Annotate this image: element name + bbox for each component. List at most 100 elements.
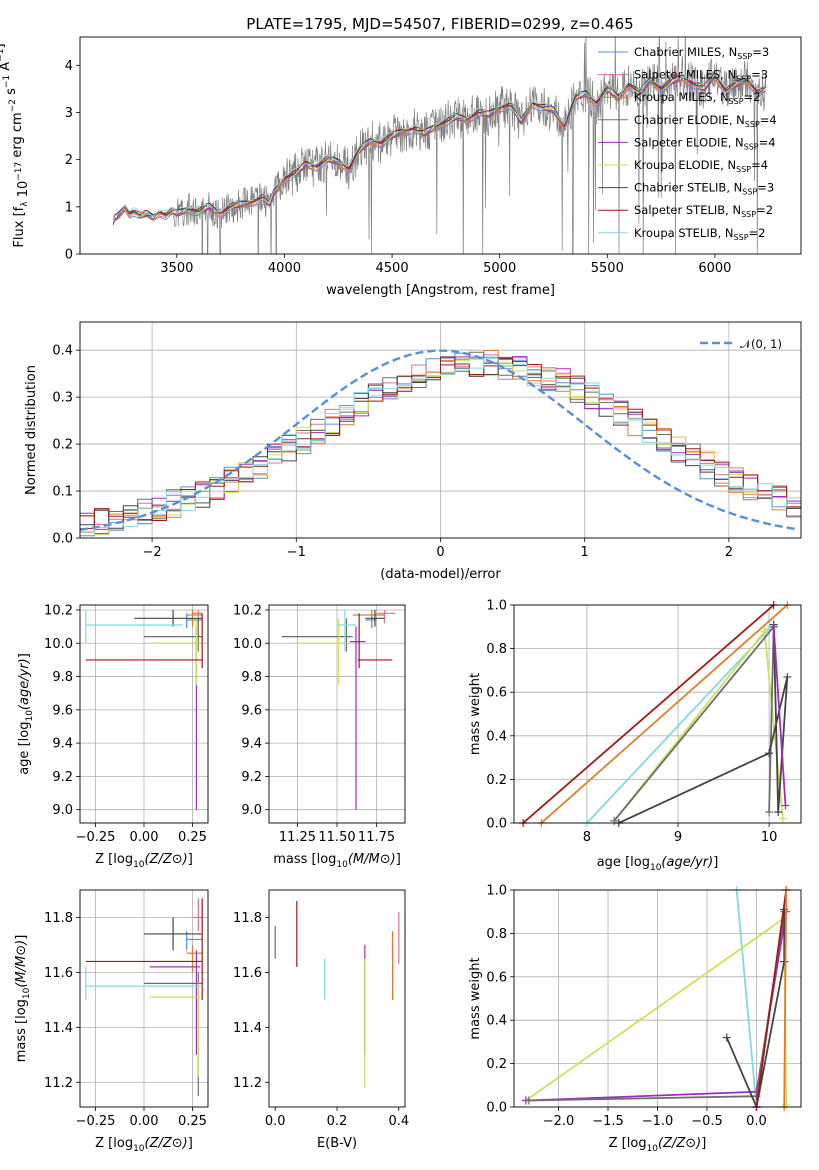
panel-mass-vs-Z: −0.25 0.00 0.25 11.2 11.4 11.6 11.8 Z [log10(Z/… — [14, 889, 209, 1154]
legend-label: Kroupa MILES, NSSP=2 — [634, 90, 760, 106]
x-tick-label: 0.00 — [130, 830, 159, 845]
panel-spectrum: 3500 4000 4500 5000 5500 6000 0 1 2 3 4 wavelength … — [0, 36, 802, 298]
y-axis-label: mass weight — [468, 957, 483, 1039]
weight-line-kroupa_stelib — [735, 890, 758, 1107]
axes-frame — [268, 889, 406, 1108]
y-tick-label: 0.0 — [486, 817, 507, 832]
x-axis-label: mass [log10(M/M⊙)] — [273, 852, 401, 870]
spectrum-model-salpeter_stelib — [112, 73, 766, 219]
weight-line-salpeter_elodie — [772, 626, 787, 806]
y-tick-label: 10.2 — [233, 603, 262, 618]
y-tick-label: 9.8 — [241, 670, 262, 685]
axes-frame — [79, 36, 802, 255]
legend-label: Kroupa STELIB, NSSP=2 — [634, 226, 765, 242]
y-tick-label: 11.4 — [44, 1021, 73, 1036]
y-tick-label: 0.8 — [486, 642, 507, 657]
weight-marker-chabrier_stelib — [722, 1033, 731, 1042]
weight-marker-chabrier_stelib — [780, 957, 789, 966]
weight-marker-chabrier_elodie — [524, 1096, 533, 1105]
x-tick-label: 10 — [761, 830, 778, 845]
weight-line-salpeter_stelib — [522, 605, 775, 823]
y-tick-label: 10.0 — [233, 637, 262, 652]
spectrum-model-kroupa_miles — [112, 77, 766, 224]
x-axis-label: Z [log10(Z/Z⊙)] — [609, 1136, 707, 1154]
weight-marker-chabrier_stelib — [783, 672, 792, 681]
legend-label: Salpeter ELODIE, NSSP=4 — [634, 135, 776, 151]
y-tick-label: 0.4 — [486, 1014, 507, 1029]
y-tick-label: 4 — [65, 59, 73, 74]
y-tick-label: 11.2 — [44, 1076, 73, 1091]
axes-frame — [79, 604, 209, 824]
x-tick-label: 0 — [436, 545, 444, 560]
y-tick-label: 9.0 — [241, 803, 262, 818]
y-tick-label: 9.6 — [52, 703, 73, 718]
panel-age-vs-mass: 11.25 11.50 11.75 9.0 9.2 9.4 9.6 9.8 10.0 10.2 ma… — [233, 603, 406, 870]
x-tick-label: 0.0 — [265, 1114, 286, 1129]
x-tick-label: −0.5 — [691, 1114, 723, 1129]
x-tick-label: 11.50 — [318, 830, 355, 845]
y-tick-label: 9.2 — [241, 770, 262, 785]
x-tick-label: 9 — [674, 830, 682, 845]
axes-frame — [513, 889, 802, 1108]
x-tick-label: 3500 — [160, 261, 193, 276]
y-tick-label: 9.2 — [52, 770, 73, 785]
y-tick-label: 0.8 — [486, 927, 507, 942]
y-tick-label: 0.6 — [486, 970, 507, 985]
y-tick-label: 0.2 — [486, 773, 507, 788]
y-axis-label: mass weight — [468, 673, 483, 755]
weight-marker-kroupa_elodie — [778, 814, 787, 823]
spectrum-model-salpeter_miles — [112, 78, 766, 223]
x-tick-label: 8 — [583, 830, 591, 845]
x-tick-label: 6000 — [698, 261, 731, 276]
x-tick-label: 0.0 — [746, 1114, 767, 1129]
y-tick-label: 11.4 — [233, 1021, 262, 1036]
y-axis-label: mass [log10(M/M⊙)] — [14, 935, 32, 1063]
x-tick-label: −0.25 — [76, 1114, 116, 1129]
normal-curve — [80, 349, 799, 531]
weight-line-kroupa_stelib — [586, 628, 770, 823]
x-tick-label: 4500 — [376, 261, 409, 276]
y-tick-label: 2 — [65, 153, 73, 168]
x-tick-label: 2 — [725, 545, 733, 560]
spectrum-model-kroupa_elodie — [112, 72, 766, 222]
legend-label: Chabrier MILES, NSSP=3 — [634, 45, 769, 61]
y-tick-label: 0.0 — [52, 532, 73, 547]
spectrum-legend: Chabrier MILES, NSSP=3 Salpeter MILES, NS… — [598, 45, 777, 242]
histogram-kroupa_stelib — [80, 358, 801, 533]
panel-age-vs-Z: −0.25 0.00 0.25 9.0 9.2 9.4 9.6 9.8 10.0 10.2 Z [l… — [17, 603, 209, 870]
y-axis-label: age [log10(age/yr)] — [17, 653, 35, 775]
y-tick-label: 0.1 — [52, 485, 73, 500]
y-tick-label: 11.2 — [233, 1076, 262, 1091]
y-tick-label: 10.2 — [44, 603, 73, 618]
panel-weight-vs-Z: −2.0 −1.5 −1.0 −0.5 0.0 0.0 0.2 0.4 0.6 0.8 1.0 mas… — [468, 884, 802, 1154]
legend-label: Salpeter MILES, NSSP=3 — [634, 68, 768, 84]
weight-marker-chabrier_elodie — [765, 808, 774, 817]
y-tick-label: 1.0 — [486, 599, 507, 614]
weight-marker-kroupa_elodie — [760, 627, 769, 636]
x-tick-label: −0.25 — [76, 830, 116, 845]
y-tick-label: 0 — [65, 248, 73, 263]
x-tick-label: 0.00 — [130, 1114, 159, 1129]
x-tick-label: 1 — [581, 545, 589, 560]
y-tick-label: 11.8 — [233, 911, 262, 926]
weight-marker-chabrier_elodie — [610, 816, 619, 825]
weight-marker-salpeter_elodie — [769, 622, 778, 631]
x-tick-label: 4000 — [268, 261, 301, 276]
x-tick-label: −1.5 — [592, 1114, 624, 1129]
y-tick-label: 9.8 — [52, 670, 73, 685]
y-tick-label: 0.6 — [486, 686, 507, 701]
y-tick-label: 0.4 — [52, 344, 73, 359]
y-tick-label: 11.6 — [44, 966, 73, 981]
y-tick-label: 9.0 — [52, 803, 73, 818]
x-tick-label: 11.25 — [279, 830, 316, 845]
y-axis-label: Normed distribution — [24, 365, 39, 495]
legend-label: Kroupa ELODIE, NSSP=4 — [634, 158, 768, 174]
legend-label: Chabrier ELODIE, NSSP=4 — [634, 113, 777, 129]
y-tick-label: 10.0 — [44, 637, 73, 652]
y-tick-label: 11.6 — [233, 966, 262, 981]
y-tick-label: 0.2 — [52, 438, 73, 453]
x-tick-label: 5000 — [483, 261, 516, 276]
y-tick-label: 0.2 — [486, 1057, 507, 1072]
axes-frame — [79, 321, 802, 539]
